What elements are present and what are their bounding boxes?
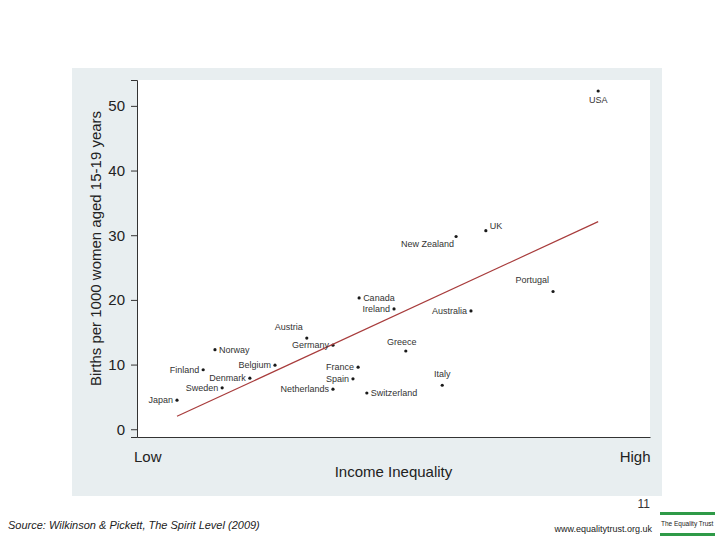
x-axis-title: Income Inequality: [335, 463, 453, 480]
y-tick-mark: [131, 365, 137, 366]
data-point: [305, 336, 308, 339]
point-label: New Zealand: [401, 239, 454, 249]
y-tick-mark: [131, 235, 137, 236]
data-point: [484, 229, 487, 232]
data-point: [331, 388, 334, 391]
y-tick-mark: [131, 429, 137, 430]
panel-background: [72, 68, 662, 496]
y-tick: 30: [108, 227, 137, 244]
y-axis: 0 10 20 30 40 50: [108, 81, 137, 438]
point-label: Finland: [170, 365, 200, 375]
point-label: Spain: [326, 374, 349, 384]
point-label: Sweden: [186, 383, 219, 393]
y-tick-label: 20: [108, 291, 125, 308]
data-point: [202, 368, 205, 371]
y-tick: 50: [108, 97, 137, 114]
y-tick-label: 0: [117, 421, 125, 438]
x-tick: High: [620, 437, 651, 465]
x-tick: Low: [134, 437, 162, 465]
point-label: Netherlands: [280, 384, 329, 394]
y-tick-mark: [131, 300, 137, 301]
y-tick-label: 10: [108, 356, 125, 373]
x-tick-label: High: [620, 448, 651, 465]
point-label: Italy: [434, 369, 451, 379]
website: www.equalitytrust.org.uk: [553, 524, 652, 534]
source-note: Source: Wilkinson & Pickett, The Spirit …: [8, 519, 260, 531]
logo-bar: [660, 533, 715, 536]
point-label: Greece: [387, 337, 417, 347]
plot-marks: [175, 89, 599, 416]
point-label: Japan: [148, 395, 173, 405]
point-label: Germany: [292, 340, 330, 350]
x-axis-line: [138, 437, 651, 438]
y-tick-mark: [131, 106, 137, 107]
data-point: [454, 235, 457, 238]
logo: The Equality Trust: [660, 512, 715, 536]
point-label: Switzerland: [371, 388, 418, 398]
point-label: France: [326, 362, 354, 372]
y-tick-label: 30: [108, 227, 125, 244]
data-point: [273, 364, 276, 367]
fit-line: [177, 222, 598, 417]
page-number: 11: [638, 497, 651, 511]
data-point: [351, 377, 354, 380]
data-point: [213, 348, 216, 351]
data-point: [248, 377, 251, 380]
point-labels: USA UK New Zealand Portugal CanadaIreland Aus…: [148, 95, 607, 405]
data-point: [404, 349, 407, 352]
data-point: [441, 384, 444, 387]
y-axis-line: [131, 81, 138, 438]
point-label: Ireland: [362, 304, 390, 314]
data-point: [551, 290, 554, 293]
logo-text: The Equality Trust: [661, 520, 714, 528]
data-point: [392, 307, 395, 310]
data-point: [597, 89, 600, 92]
logo-bar: [660, 512, 715, 515]
point-label: Belgium: [238, 360, 271, 370]
y-tick: 20: [108, 291, 137, 308]
x-tick-label: Low: [134, 448, 162, 465]
data-point: [357, 366, 360, 369]
y-axis-title: Births per 1000 women aged 15-19 years: [87, 111, 104, 386]
y-tick: 0: [117, 421, 137, 438]
data-point: [358, 296, 361, 299]
point-label: Canada: [363, 293, 395, 303]
plot-area: [137, 80, 650, 437]
point-label: Austria: [275, 322, 303, 332]
point-label: Australia: [432, 306, 467, 316]
data-point: [469, 309, 472, 312]
x-axis: Low High: [134, 437, 651, 465]
data-point: [221, 386, 224, 389]
y-tick-label: 40: [108, 162, 125, 179]
y-tick-label: 50: [108, 97, 125, 114]
y-tick-mark: [131, 171, 137, 172]
point-label: UK: [490, 221, 503, 231]
point-label: Portugal: [516, 275, 550, 285]
data-point: [175, 399, 178, 402]
point-label: Denmark: [209, 373, 246, 383]
y-tick: 10: [108, 356, 137, 373]
point-label: Norway: [219, 345, 250, 355]
point-label: USA: [589, 95, 608, 105]
y-tick: 40: [108, 162, 137, 179]
data-point: [365, 391, 368, 394]
